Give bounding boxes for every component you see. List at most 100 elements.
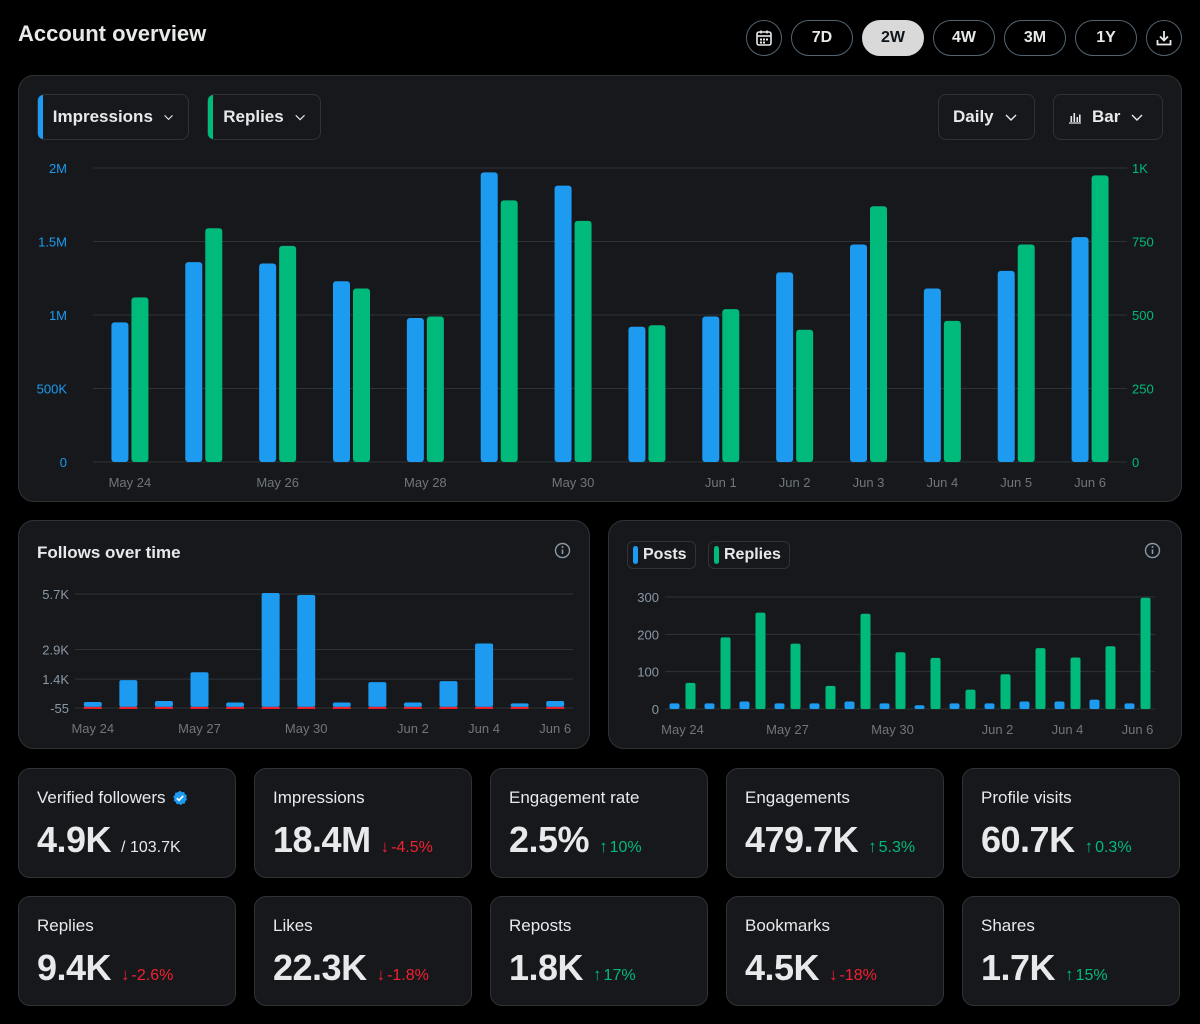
replies-bar[interactable] (790, 643, 801, 709)
replies-bar[interactable] (930, 657, 941, 709)
stat-card-engagements[interactable]: Engagements 479.7K ↑ 5.3% (726, 768, 944, 878)
impressions-bar[interactable] (776, 272, 794, 462)
replies-bar[interactable] (1140, 597, 1151, 709)
impressions-bar[interactable] (259, 263, 277, 462)
unfollows-bar[interactable] (119, 706, 138, 709)
follows-bar[interactable] (297, 594, 316, 707)
replies-bar[interactable] (1035, 648, 1046, 709)
metric-2-dropdown[interactable]: Replies (207, 94, 321, 140)
impressions-bar[interactable] (406, 317, 424, 462)
follows-bar[interactable] (510, 703, 529, 707)
follows-bar[interactable] (475, 643, 494, 707)
posts-bar[interactable] (774, 703, 785, 709)
legend-posts[interactable]: Posts (627, 541, 696, 569)
replies-bar[interactable] (796, 329, 814, 462)
impressions-bar[interactable] (923, 288, 941, 462)
range-1y-button[interactable]: 1Y (1075, 20, 1137, 56)
posts-bar[interactable] (739, 701, 750, 709)
posts-bar[interactable] (1124, 703, 1135, 709)
replies-bar[interactable] (965, 689, 976, 709)
info-icon[interactable] (554, 542, 571, 559)
replies-bar[interactable] (1091, 175, 1109, 462)
follows-bar[interactable] (261, 593, 280, 707)
posts-bar[interactable] (949, 703, 960, 709)
posts-bar[interactable] (1089, 699, 1100, 709)
unfollows-bar[interactable] (332, 706, 351, 709)
replies-bar[interactable] (870, 206, 887, 462)
impressions-bar[interactable] (1071, 237, 1089, 462)
stat-card-likes[interactable]: Likes 22.3K ↓ -1.8% (254, 896, 472, 1006)
posts-bar[interactable] (984, 703, 995, 709)
stat-card-reposts[interactable]: Reposts 1.8K ↑ 17% (490, 896, 708, 1006)
granularity-dropdown[interactable]: Daily (938, 94, 1035, 140)
range-7d-button[interactable]: 7D (791, 20, 853, 56)
metric-1-dropdown[interactable]: Impressions (37, 94, 189, 140)
replies-bar[interactable] (755, 612, 766, 709)
follows-bar[interactable] (403, 702, 422, 707)
replies-bar[interactable] (1070, 657, 1081, 709)
chart-type-dropdown[interactable]: Bar (1053, 94, 1163, 140)
follows-bar[interactable] (332, 702, 351, 707)
impressions-bar[interactable] (554, 185, 572, 462)
impressions-bar[interactable] (111, 322, 129, 462)
range-3m-button[interactable]: 3M (1004, 20, 1066, 56)
calendar-button[interactable] (746, 20, 782, 56)
stat-card-bookmarks[interactable]: Bookmarks 4.5K ↓ -18% (726, 896, 944, 1006)
download-button[interactable] (1146, 20, 1182, 56)
follows-bar[interactable] (83, 701, 102, 707)
replies-bar[interactable] (353, 288, 370, 462)
follows-bar[interactable] (154, 700, 173, 707)
replies-bar[interactable] (1000, 674, 1011, 709)
replies-bar[interactable] (648, 325, 666, 462)
follows-bar[interactable] (368, 682, 387, 707)
impressions-bar[interactable] (997, 270, 1015, 462)
impressions-bar[interactable] (333, 281, 350, 462)
posts-bar[interactable] (1019, 701, 1030, 709)
posts-bar[interactable] (1054, 701, 1065, 709)
unfollows-bar[interactable] (154, 706, 173, 709)
stat-card-profile-visits[interactable]: Profile visits 60.7K ↑ 0.3% (962, 768, 1180, 878)
unfollows-bar[interactable] (368, 706, 387, 709)
replies-bar[interactable] (500, 200, 518, 462)
stat-card-engagement-rate[interactable]: Engagement rate 2.5% ↑ 10% (490, 768, 708, 878)
follows-bar[interactable] (119, 680, 138, 707)
stat-card-verified-followers[interactable]: Verified followers 4.9K / 103.7K (18, 768, 236, 878)
range-2w-button[interactable]: 2W (862, 20, 924, 56)
replies-bar[interactable] (825, 685, 836, 709)
impressions-bar[interactable] (628, 326, 646, 462)
replies-bar[interactable] (426, 316, 444, 462)
replies-bar[interactable] (279, 245, 297, 462)
replies-bar[interactable] (943, 320, 961, 462)
impressions-bar[interactable] (185, 262, 203, 462)
unfollows-bar[interactable] (475, 706, 494, 709)
replies-bar[interactable] (895, 652, 906, 709)
unfollows-bar[interactable] (226, 706, 245, 709)
stat-card-replies[interactable]: Replies 9.4K ↓ -2.6% (18, 896, 236, 1006)
unfollows-bar[interactable] (190, 706, 209, 709)
unfollows-bar[interactable] (403, 706, 422, 709)
replies-bar[interactable] (1105, 646, 1116, 709)
follows-bar[interactable] (226, 702, 245, 707)
replies-bar[interactable] (574, 220, 592, 462)
info-icon[interactable] (1144, 542, 1161, 559)
posts-bar[interactable] (914, 705, 925, 709)
replies-bar[interactable] (131, 297, 149, 462)
replies-bar[interactable] (860, 613, 871, 709)
posts-bar[interactable] (844, 701, 855, 709)
unfollows-bar[interactable] (546, 706, 565, 709)
impressions-bar[interactable] (480, 172, 498, 462)
stat-card-shares[interactable]: Shares 1.7K ↑ 15% (962, 896, 1180, 1006)
range-4w-button[interactable]: 4W (933, 20, 995, 56)
follows-bar[interactable] (546, 700, 565, 707)
follows-bar[interactable] (190, 672, 209, 707)
replies-bar[interactable] (722, 309, 740, 462)
posts-bar[interactable] (704, 703, 715, 709)
posts-bar[interactable] (879, 703, 890, 709)
replies-bar[interactable] (1017, 244, 1035, 462)
unfollows-bar[interactable] (297, 706, 316, 709)
legend-replies[interactable]: Replies (708, 541, 790, 569)
replies-bar[interactable] (685, 682, 696, 709)
impressions-bar[interactable] (850, 244, 867, 462)
stat-card-impressions[interactable]: Impressions 18.4M ↓ -4.5% (254, 768, 472, 878)
posts-bar[interactable] (669, 703, 680, 709)
